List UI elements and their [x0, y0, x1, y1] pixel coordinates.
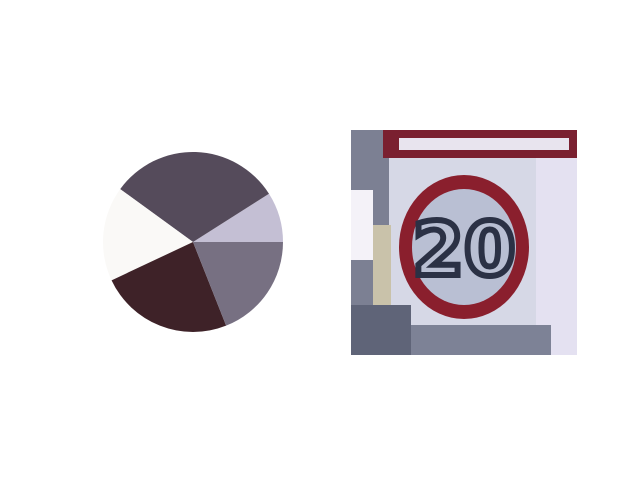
photo-right-edge — [536, 150, 577, 355]
photo-bright-spot — [351, 190, 373, 260]
pie-slice-2 — [120, 152, 269, 242]
pie-slice-1 — [193, 193, 283, 242]
photo-yellow-blur — [373, 225, 391, 305]
sign-face — [412, 189, 516, 305]
pie-slice-4 — [111, 242, 227, 332]
sign-number: 20 — [413, 207, 516, 293]
photo-lower-left — [351, 305, 411, 355]
speed-limit-sign-icon: 20 — [351, 130, 577, 355]
sign-post-base — [411, 325, 551, 355]
pie-slice-3 — [103, 189, 193, 281]
speed-limit-sign-image: 20 — [351, 130, 577, 355]
top-sign-panel-face — [399, 138, 569, 150]
pie-slice-5 — [193, 242, 283, 326]
